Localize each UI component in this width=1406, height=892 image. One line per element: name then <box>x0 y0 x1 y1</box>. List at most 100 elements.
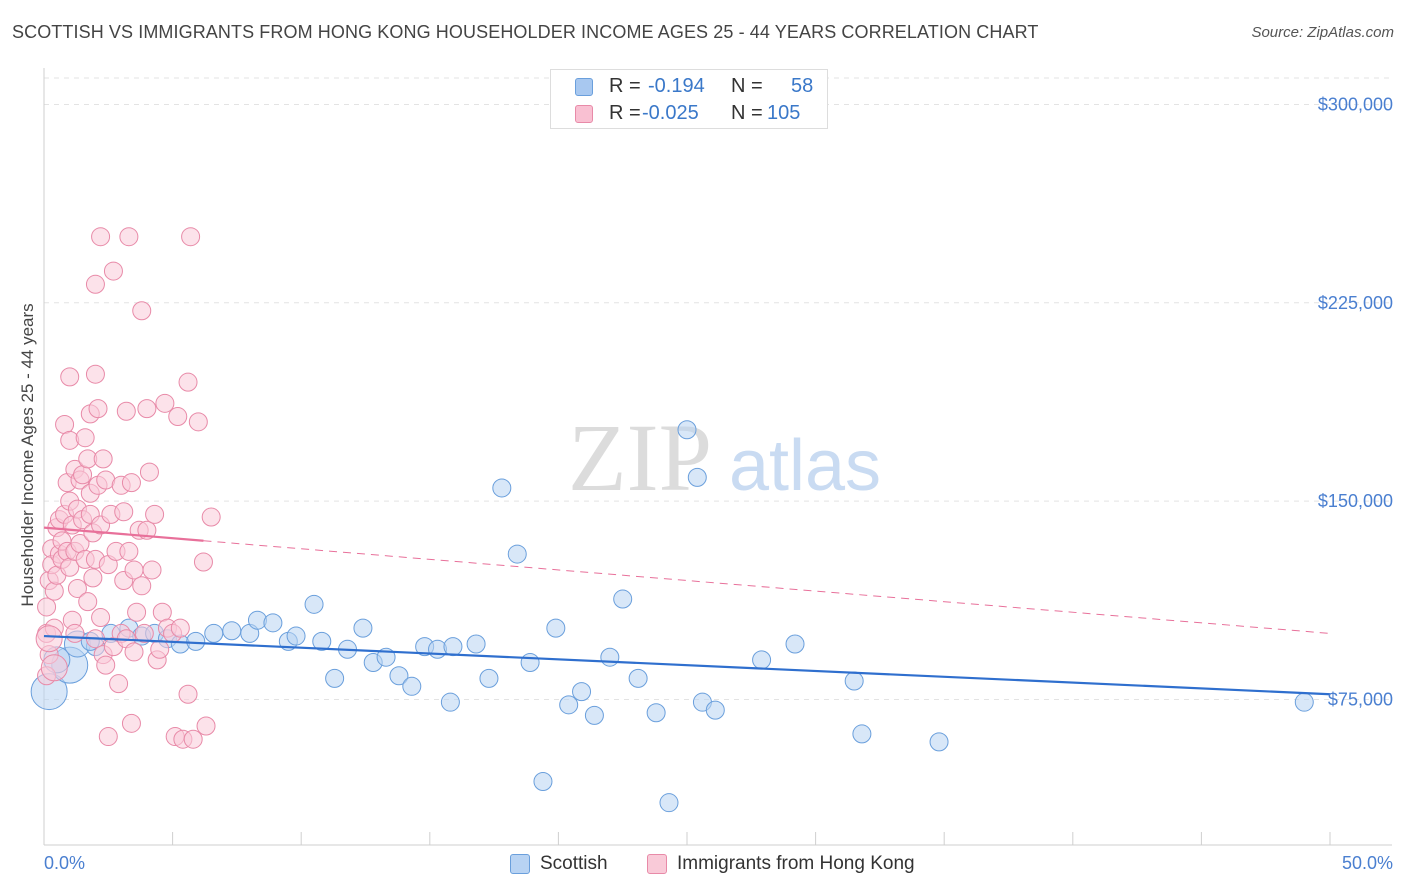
hong-kong-point <box>93 449 113 469</box>
hong-kong-point <box>188 412 208 432</box>
hong-kong-point <box>85 364 105 384</box>
hong-kong-point <box>78 592 98 612</box>
hong-kong-point <box>152 602 172 622</box>
legend-n-value: 58 <box>791 75 814 97</box>
watermark-atlas: atlas <box>729 426 881 506</box>
scottish-point <box>247 610 267 630</box>
hong-kong-point <box>145 504 165 524</box>
hong-kong-point <box>37 597 57 617</box>
hong-kong-point <box>60 367 80 387</box>
scottish-point <box>325 668 345 688</box>
y-axis-label: Householder Income Ages 25 - 44 years <box>18 303 37 606</box>
series-legend: Scottish Immigrants from Hong Kong <box>0 851 1406 879</box>
hong-kong-point <box>103 261 123 281</box>
scottish-point <box>785 634 805 654</box>
hong-kong-point <box>121 713 141 733</box>
scottish-point <box>507 544 527 564</box>
legend-swatch-scottish <box>575 78 593 96</box>
hong-kong-point <box>114 502 134 522</box>
scottish-point <box>844 671 864 691</box>
hong-kong-trend-line <box>43 526 204 542</box>
legend-n-label: N = <box>731 75 763 97</box>
data-points <box>30 227 1314 813</box>
hong-kong-point <box>119 227 139 247</box>
hong-kong-point <box>142 560 162 580</box>
hong-kong-point <box>124 642 144 662</box>
scottish-point <box>852 724 872 744</box>
hong-kong-point <box>67 578 87 598</box>
legend-swatch-hong-kong <box>575 105 593 123</box>
hong-kong-point <box>196 716 216 736</box>
scottish-point <box>752 650 772 670</box>
scottish-point <box>428 639 448 659</box>
scottish-point <box>628 668 648 688</box>
hong-kong-point <box>132 576 152 596</box>
hong-kong-point <box>168 407 188 427</box>
scottish-point <box>705 700 725 720</box>
hong-kong-point <box>98 727 118 747</box>
scottish-point <box>479 668 499 688</box>
legend-swatch-hong-kong <box>647 854 667 874</box>
scottish-point <box>533 772 553 792</box>
watermark: ZIP atlas <box>568 404 881 511</box>
hong-kong-point <box>170 618 190 638</box>
hong-kong-point <box>124 560 144 580</box>
hong-kong-point <box>40 654 68 682</box>
scottish-point <box>546 618 566 638</box>
legend-r-value: -0.025 <box>642 102 699 124</box>
scottish-point <box>186 631 206 651</box>
scottish-point <box>1294 692 1314 712</box>
hong-kong-point <box>96 655 116 675</box>
scottish-point <box>677 420 697 440</box>
scottish-point <box>559 695 579 715</box>
hong-kong-point <box>178 372 198 392</box>
legend-n-value: 105 <box>767 102 801 124</box>
legend-item-hong-kong[interactable]: Immigrants from Hong Kong <box>647 853 915 875</box>
scottish-trend-line <box>43 634 1331 696</box>
scottish-point <box>402 676 422 696</box>
legend-label-scottish: Scottish <box>540 853 608 874</box>
scottish-point <box>572 682 592 702</box>
hong-kong-point <box>60 430 80 450</box>
hong-kong-point <box>88 399 108 419</box>
scottish-point <box>263 613 283 633</box>
hong-kong-point <box>155 393 175 413</box>
correlation-legend: R = -0.194 N = 58 R = -0.025 N = 105 <box>550 69 828 129</box>
y-tick-label: $300,000 <box>1318 94 1393 114</box>
legend-swatch-scottish <box>510 854 530 874</box>
scottish-point <box>443 637 463 657</box>
scottish-point <box>466 634 486 654</box>
hong-kong-point <box>201 507 221 527</box>
hong-kong-point <box>139 462 159 482</box>
hong-kong-point <box>181 227 201 247</box>
hong-kong-point <box>35 625 63 653</box>
hong-kong-point <box>127 602 147 622</box>
chart-title: SCOTTISH VS IMMIGRANTS FROM HONG KONG HO… <box>12 22 1039 42</box>
legend-item-scottish[interactable]: Scottish <box>510 853 608 875</box>
legend-r-label: R = <box>609 102 641 124</box>
scottish-point <box>312 631 332 651</box>
hong-kong-point <box>65 623 85 643</box>
hong-kong-point <box>85 274 105 294</box>
y-tick-label: $225,000 <box>1318 293 1393 313</box>
scottish-point <box>304 594 324 614</box>
hong-kong-point <box>44 581 64 601</box>
scottish-point <box>613 589 633 609</box>
hong-kong-point <box>75 428 95 448</box>
y-tick-label: $75,000 <box>1328 690 1393 710</box>
scottish-point <box>659 793 679 813</box>
scottish-point <box>646 703 666 723</box>
scottish-point <box>286 626 306 646</box>
hong-kong-point <box>178 684 198 704</box>
scottish-point <box>492 478 512 498</box>
legend-r-label: R = <box>609 75 641 97</box>
axes <box>43 68 1392 846</box>
x-tick-label: 50.0% <box>1342 853 1393 873</box>
scottish-point <box>353 618 373 638</box>
gridlines <box>44 77 1392 701</box>
hong-kong-point <box>193 552 213 572</box>
hong-kong-point <box>83 568 103 588</box>
hong-kong-point <box>73 465 93 485</box>
hong-kong-trend-line-dashed <box>203 540 1331 634</box>
